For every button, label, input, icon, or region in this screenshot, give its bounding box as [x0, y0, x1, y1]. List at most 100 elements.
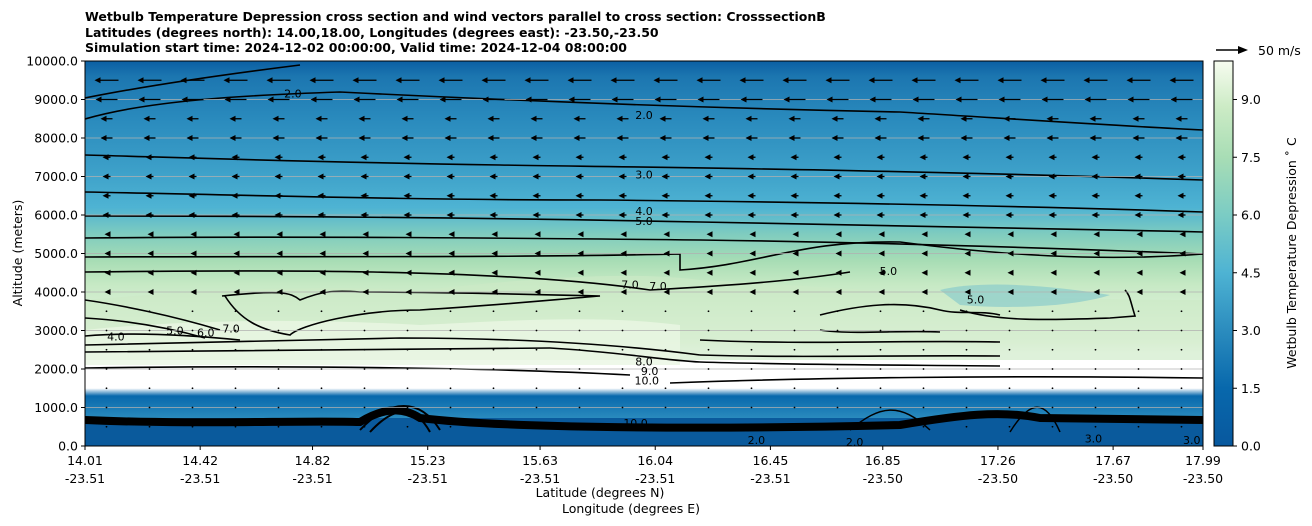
wind-vector-head	[661, 212, 668, 218]
wind-vector-head	[1050, 269, 1057, 276]
wind-vector-head	[145, 173, 152, 180]
wind-vector-head	[188, 173, 195, 180]
wind-vector-head	[575, 154, 582, 161]
wind-vector	[1094, 406, 1097, 409]
wind-vector-head	[137, 77, 144, 84]
title-line-3: Simulation start time: 2024-12-02 00:00:…	[85, 40, 627, 55]
wind-vector-head	[231, 154, 238, 161]
wind-vector-head	[620, 231, 627, 238]
colorbar: 0.0 1.5 3.0 4.5 6.0 7.5 9.0 Wetbulb Temperatur…	[1213, 60, 1299, 454]
wind-vector	[191, 310, 194, 313]
wind-vector-head	[530, 135, 537, 141]
contour-label: 7.0	[222, 323, 240, 336]
wind-vector-head	[702, 135, 709, 141]
x-tick-label-lon: -23.51	[65, 471, 105, 486]
wind-vector	[965, 348, 968, 351]
wind-vector-head	[362, 250, 369, 257]
wind-vector	[148, 387, 151, 390]
wind-vector-head	[749, 231, 756, 238]
wind-vector-head	[826, 96, 833, 103]
wind-vector	[449, 368, 452, 370]
x-tick-label-lat: 17.67	[1095, 453, 1131, 468]
wind-vector-head	[147, 250, 154, 257]
wind-vector	[320, 406, 323, 409]
wind-vector-head	[491, 231, 498, 238]
wind-vector-head	[874, 135, 881, 141]
x-tick-label-lat: 17.26	[980, 453, 1016, 468]
wind-vector-head	[1170, 96, 1177, 103]
wind-vector-head	[362, 289, 369, 295]
wind-vector-head	[833, 173, 840, 180]
wind-vector-head	[663, 231, 670, 238]
wind-vector-head	[188, 154, 195, 161]
wind-vector	[1008, 387, 1011, 390]
wind-vector	[1094, 425, 1097, 428]
wind-vector-head	[1048, 212, 1055, 218]
wind-vector-head	[831, 115, 838, 122]
wind-vector-head	[319, 231, 326, 238]
wind-vector-head	[274, 192, 281, 199]
wind-vector	[191, 329, 194, 332]
wind-vector	[1180, 406, 1183, 409]
wind-vector	[406, 348, 409, 351]
wind-vector	[449, 348, 452, 351]
wind-vector-head	[919, 212, 926, 218]
wind-vector-head	[997, 77, 1004, 84]
y-tick-label: 4000.0	[34, 285, 78, 300]
contour-label: 4.0	[635, 205, 653, 218]
wind-vector	[277, 329, 280, 332]
x-tick-label-lat: 17.99	[1185, 453, 1221, 468]
contour-label: 2.0	[748, 434, 766, 447]
wind-vector-head	[448, 269, 455, 276]
wind-vector-head	[532, 212, 539, 218]
wind-vector-head	[1093, 269, 1100, 276]
surface-contours	[85, 406, 1203, 432]
wind-vector	[1051, 329, 1054, 332]
wind-vector-head	[610, 77, 617, 84]
wind-vector	[1008, 406, 1011, 409]
wind-vector-head	[1136, 231, 1143, 238]
wind-vector-head	[231, 192, 238, 199]
wind-vector-head	[489, 212, 496, 218]
wind-vector-head	[446, 154, 453, 161]
wind-vector	[1137, 329, 1140, 332]
wind-vector-head	[223, 77, 230, 84]
wind-vector	[234, 387, 237, 390]
wind-vector	[578, 329, 581, 332]
wind-vector-head	[138, 96, 145, 103]
wind-vector-head	[833, 154, 840, 161]
wind-vector	[1094, 329, 1097, 332]
wind-vector	[449, 406, 452, 409]
wind-vector-head	[186, 135, 193, 141]
wind-vector	[1137, 406, 1140, 409]
wind-vector	[363, 406, 366, 409]
wind-vector	[234, 406, 237, 409]
wind-vector	[363, 425, 366, 428]
wind-vector	[750, 368, 753, 370]
wind-vector-head	[104, 250, 111, 257]
wind-vector-head	[1046, 115, 1053, 122]
wind-vector-head	[403, 212, 410, 218]
wind-vector-head	[405, 250, 412, 257]
wind-vector	[1180, 348, 1183, 351]
wind-vector-head	[876, 212, 883, 218]
wind-vector-head	[491, 269, 498, 276]
wind-vector	[105, 329, 108, 332]
y-tick-label: 0.0	[58, 439, 78, 454]
wind-vector	[836, 425, 839, 428]
wind-vector	[707, 348, 710, 351]
wind-vector-head	[919, 173, 926, 180]
wind-vector-head	[792, 269, 799, 276]
wind-vector-head	[353, 96, 360, 103]
wind-vector	[578, 425, 581, 428]
wind-vector	[105, 310, 108, 313]
wind-vector-head	[532, 154, 539, 161]
wind-vector-head	[575, 212, 582, 218]
wind-vector	[750, 425, 753, 428]
wind-vector	[1180, 329, 1183, 332]
wind-vector-head	[401, 135, 408, 141]
wind-vector	[750, 406, 753, 409]
wind-vector-head	[188, 212, 195, 218]
wind-vector-head	[745, 135, 752, 141]
wind-vector-head	[482, 96, 489, 103]
